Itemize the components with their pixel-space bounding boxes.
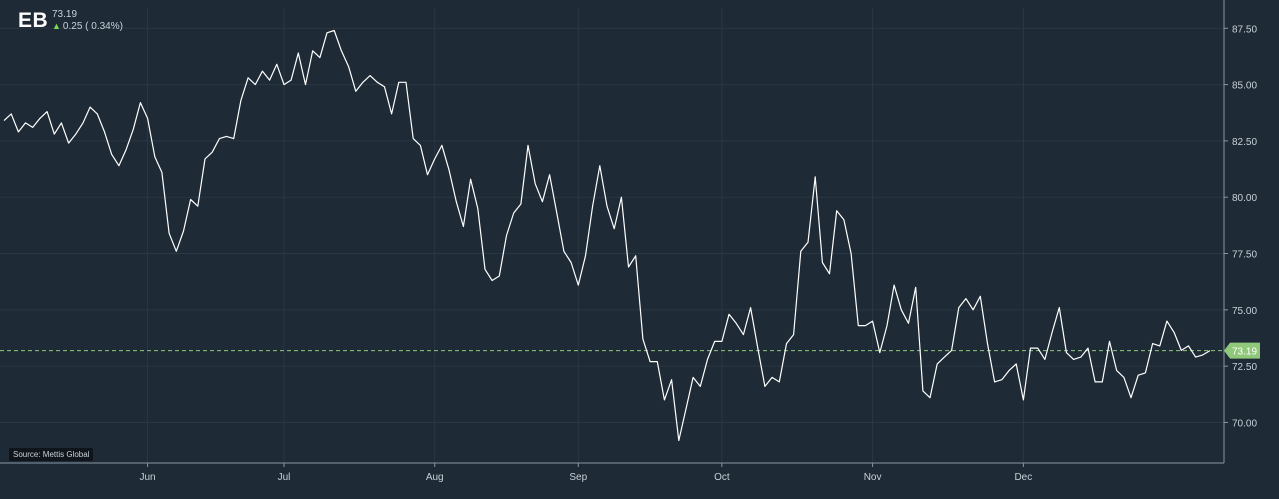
x-tick-label: Oct (714, 472, 730, 483)
price-series-line (3, 29, 1211, 442)
y-tick-label: 70.00 (1232, 418, 1257, 429)
last-price-label: 73.19 (1232, 347, 1257, 358)
y-tick-label: 82.50 (1232, 137, 1257, 148)
x-tick-label: Jul (278, 472, 291, 483)
last-price: 73.19 (52, 9, 78, 20)
x-tick-label: Jun (140, 472, 156, 483)
price-change: ▲ 0.25 ( 0.34%) (52, 21, 123, 32)
y-tick-label: 75.00 (1232, 306, 1257, 317)
y-tick-label: 87.50 (1232, 24, 1257, 35)
source-label: Source: Mettis Global (9, 448, 94, 461)
price-change-value: 0.25 ( 0.34%) (62, 21, 123, 32)
x-tick-label: Aug (426, 472, 444, 483)
last-price-marker (1224, 342, 1260, 359)
y-tick-label: 72.50 (1232, 362, 1257, 373)
x-tick-label: Sep (569, 472, 587, 483)
y-tick-label: 77.50 (1232, 250, 1257, 261)
ticker-symbol: EB (18, 9, 49, 32)
y-tick-label: 85.00 (1232, 81, 1257, 92)
x-tick-label: Nov (864, 472, 882, 483)
up-arrow-icon: ▲ (52, 21, 61, 31)
y-tick-label: 80.00 (1232, 193, 1257, 204)
x-tick-label: Dec (1014, 472, 1032, 483)
